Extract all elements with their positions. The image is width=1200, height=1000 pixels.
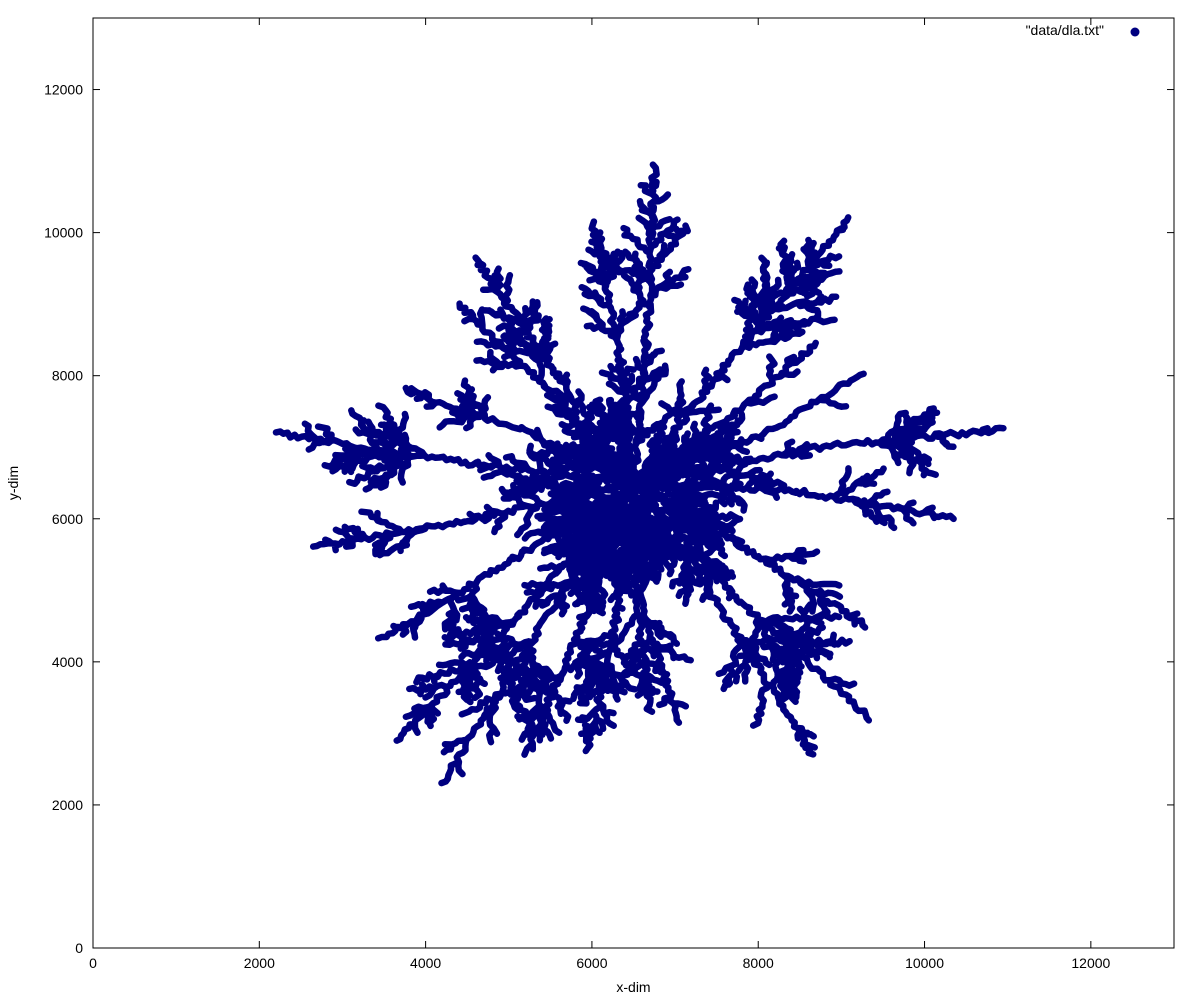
- x-tick-label: 12000: [1071, 955, 1110, 971]
- x-tick-label: 6000: [576, 955, 607, 971]
- x-tick-label: 4000: [410, 955, 441, 971]
- x-axis-title: x-dim: [616, 979, 650, 995]
- y-tick-label: 4000: [52, 654, 83, 670]
- y-tick-label: 8000: [52, 368, 83, 384]
- x-tick-label: 2000: [244, 955, 275, 971]
- legend-marker: [1130, 27, 1140, 37]
- x-tick-label: 0: [89, 955, 97, 971]
- dla-seed-point: [621, 471, 646, 495]
- legend: "data/dla.txt": [1026, 22, 1140, 38]
- y-tick-label: 0: [75, 940, 83, 956]
- y-tick-label: 6000: [52, 511, 83, 527]
- x-tick-label: 8000: [743, 955, 774, 971]
- y-axis-title: y-dim: [5, 466, 21, 500]
- y-axis: 0 2000 4000 6000 8000 10000 12000: [44, 82, 1174, 956]
- y-tick-label: 2000: [52, 797, 83, 813]
- legend-entry-label: "data/dla.txt": [1026, 22, 1104, 38]
- y-tick-label: 10000: [44, 225, 83, 241]
- plot-frame: [92, 17, 1175, 949]
- dla-cluster: [272, 161, 1007, 787]
- x-tick-label: 10000: [905, 955, 944, 971]
- y-tick-label: 12000: [44, 82, 83, 98]
- x-axis: 0 2000 4000 6000 8000 10000 12000: [89, 18, 1111, 971]
